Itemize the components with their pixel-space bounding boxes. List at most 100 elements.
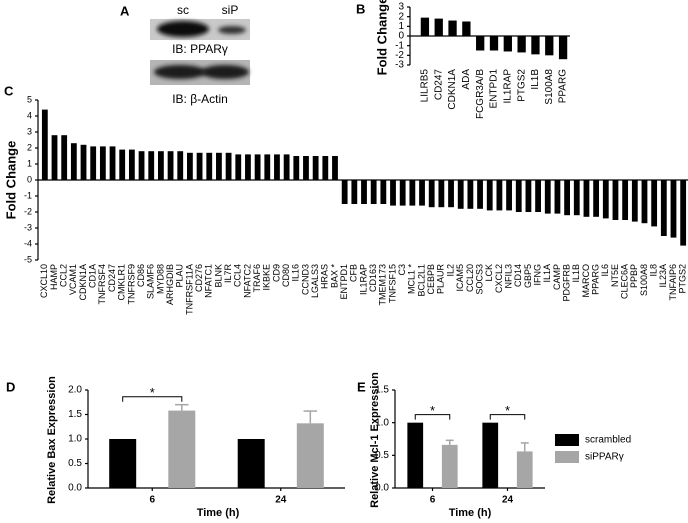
x-tick-label: 6 [149,495,155,506]
x-tick-label: CD247 [433,69,444,101]
x-tick-label: CCL2 [59,264,69,287]
y-tick-label: 1.5 [375,385,389,396]
x-tick-label: TNFAIP6 [668,264,678,301]
bar [531,36,540,55]
panel-label: E [357,379,366,394]
bar [399,180,406,206]
x-tick-label: CD163 [368,264,378,292]
bar [680,180,687,246]
lane-label: sc [177,3,189,17]
bar [274,154,280,180]
x-tick-label: IL1A [542,264,552,283]
blot-band [201,65,249,79]
y-tick-label: -3 [24,222,32,232]
y-tick-label: 0.5 [375,450,389,461]
x-tick-label: CD247 [107,264,117,292]
bar [361,180,367,204]
bar [407,422,424,488]
x-tick-label: 24 [275,495,287,506]
bar [503,36,512,52]
error-bar [445,439,454,445]
y-tick-label: 3 [27,126,32,136]
x-tick-label: IFNG [532,264,542,286]
x-tick-label: TNFRSF9 [126,264,136,305]
x-tick-label: BLNK [213,264,223,288]
x-tick-label: S100A8 [639,264,649,296]
bar [486,180,493,211]
panel-label: B [356,1,365,16]
y-tick-label: 3 [398,2,404,13]
x-tick-label: HRAS [320,264,330,289]
y-tick-label: 1.0 [375,417,389,428]
x-tick-label: TNFRSF11A [184,264,194,315]
y-tick-label: 0 [27,174,32,184]
bar [61,135,68,180]
bar [332,156,338,180]
x-tick-label: CCL4 [233,264,243,287]
bar [554,180,561,214]
bar [535,180,541,212]
x-tick-label: LILRB5 [420,69,431,103]
panel-label: A [120,3,130,18]
bar [670,180,677,238]
x-tick-label: IL1B [571,264,581,283]
x-tick-label: BAX * [329,264,339,289]
x-tick-label: IL1B [530,69,541,90]
x-tick-label: IL23A [658,264,668,288]
bar [467,180,474,209]
significance-bracket [489,414,526,420]
bar [119,149,126,180]
y-tick-label: -5 [24,254,32,264]
bar [558,36,568,60]
y-axis-label: Relative Bax Expression [46,376,58,504]
y-tick-label: 2.0 [68,385,82,396]
legend-label: scrambled [585,435,631,446]
x-tick-label: S100A8 [544,69,555,105]
bar [428,180,435,208]
bar [138,151,145,180]
x-tick-label: CAMP [552,264,562,290]
bar [545,36,554,56]
bar [187,152,193,180]
error-bar [303,410,318,424]
x-tick-label: SLAMF6 [146,264,156,299]
bar [438,180,445,208]
y-tick-label: 5 [27,94,32,104]
x-tick-label: IL16 [291,264,301,282]
x-tick-label: CDKN1A [447,69,458,110]
bar [293,156,300,180]
x-tick-label: PLAUR [436,264,446,295]
x-tick-label: MCL1 * [407,264,417,295]
y-tick-label: 4 [27,110,32,120]
y-tick-label: -1 [395,40,404,51]
significance-bracket [414,414,451,420]
bar [506,180,512,211]
bar [544,180,551,214]
x-tick-label: CD9 [271,264,281,282]
blot-label: IB: β-Actin [172,92,228,106]
bar [157,151,164,180]
bar [573,180,580,216]
x-tick-label: IL1RAP [502,69,513,104]
x-tick-label: PPARG [590,264,600,295]
bar [41,109,48,180]
significance-mark: * [150,385,155,400]
y-tick-label: -3 [395,60,404,71]
x-tick-label: IL8 [649,264,659,277]
x-tick-label: MARCO [581,264,591,298]
bar [602,180,609,219]
y-tick-label: 0 [398,31,404,42]
bar [477,180,483,209]
bar [296,423,324,488]
x-tick-label: CXCL10 [39,264,49,298]
x-tick-label: CDKN1A [78,264,88,301]
bar [489,36,499,51]
x-tick-label: CEBPB [426,264,436,295]
x-tick-label: NFATC1 [204,264,214,298]
blot-band [218,26,246,34]
bar [434,18,443,36]
bar [419,180,425,206]
x-tick-label: IL2 [445,264,455,277]
x-tick-label: CD1A [88,264,98,288]
